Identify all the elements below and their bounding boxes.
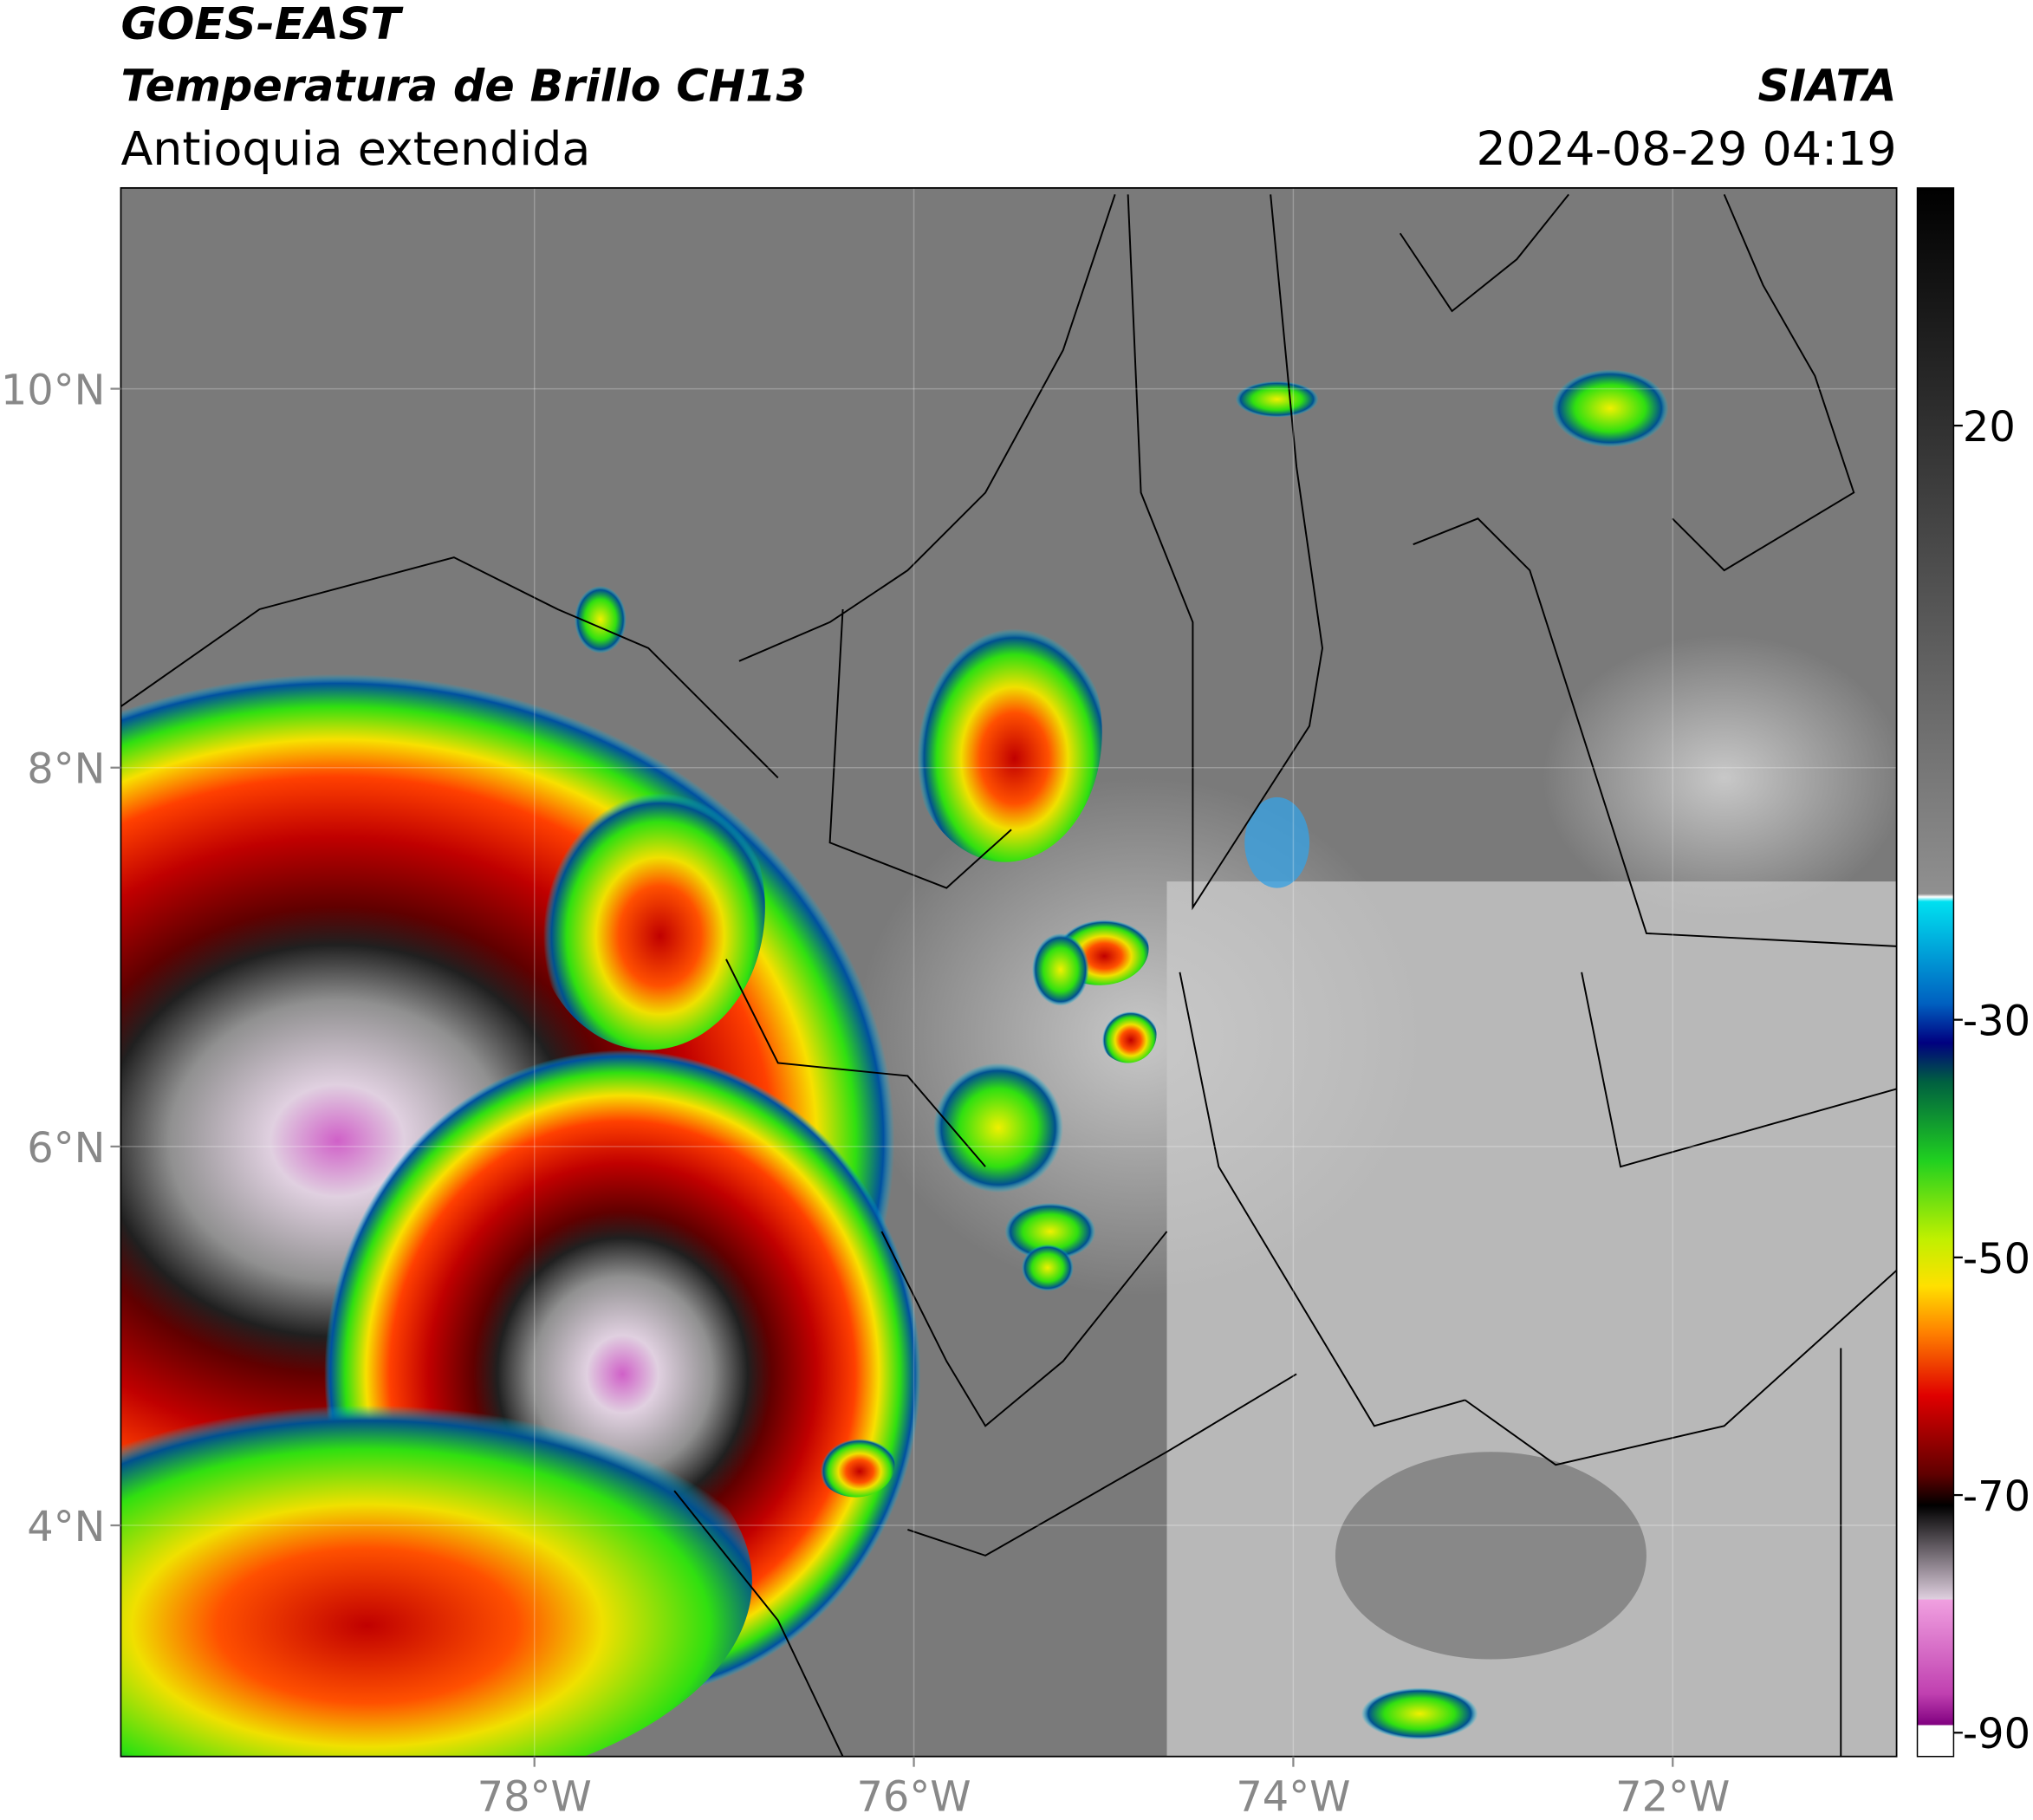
datetime: 2024-08-29 04:19 (1477, 121, 1897, 176)
storm-cell (1031, 933, 1089, 1006)
storm-cell (907, 602, 1102, 862)
x-tick-label: 74°W (1236, 1774, 1350, 1820)
x-tick-label: 72°W (1615, 1774, 1730, 1820)
storm-cell (933, 1063, 1063, 1193)
cloud-haze (1543, 634, 1897, 920)
storm-cell (1235, 380, 1319, 418)
colorbar-tick-label: -30 (1963, 998, 2030, 1046)
y-tick-label: 8°N (27, 746, 105, 794)
title: GOES-EAST (120, 0, 404, 49)
map-image (120, 187, 1897, 1757)
subtitle: Temperatura de Brillo CH13 (120, 61, 806, 112)
colorbar (1916, 187, 1955, 1758)
storm-cell (1004, 1203, 1096, 1260)
cloud-cell (1244, 796, 1310, 888)
colorbar-tick-label: -90 (1963, 1711, 2030, 1758)
source: SIATA (1757, 61, 1896, 112)
storm-cell (1361, 1687, 1478, 1740)
storm-cell (1021, 1244, 1074, 1291)
borders (120, 193, 1897, 1757)
colorbar-tick-label: -70 (1963, 1473, 2030, 1521)
storm-cell (1551, 369, 1669, 448)
map-frame (120, 186, 1898, 1758)
x-tick-label: 78°W (477, 1774, 592, 1820)
land-cool (1335, 1452, 1647, 1660)
storm-cell (574, 586, 627, 653)
storm-band (120, 1361, 752, 1757)
y-tick-label: 6°N (27, 1125, 105, 1173)
storm-cell (531, 764, 765, 1050)
storm-cell (816, 1432, 895, 1498)
grid (120, 187, 1897, 1757)
x-tick-label: 76°W (856, 1774, 971, 1820)
colorbar-tick-label: -50 (1963, 1236, 2030, 1284)
storm-cell (1099, 1005, 1157, 1063)
colorbar-tick-label: 20 (1963, 404, 2016, 452)
region: Antioquia extendida (120, 121, 590, 176)
y-tick-label: 4°N (27, 1504, 105, 1551)
y-tick-label: 10°N (1, 367, 106, 415)
